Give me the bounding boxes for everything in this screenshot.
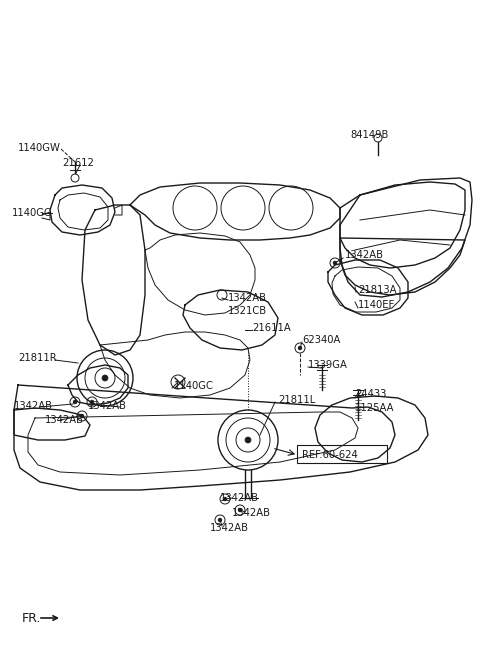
Circle shape <box>73 400 77 404</box>
Text: 1342AB: 1342AB <box>210 523 249 533</box>
Circle shape <box>71 174 79 182</box>
Circle shape <box>245 437 251 443</box>
Text: 1125AA: 1125AA <box>355 403 395 413</box>
Text: 1342AB: 1342AB <box>88 401 127 411</box>
Text: 1342AB: 1342AB <box>45 415 84 425</box>
Circle shape <box>333 261 337 265</box>
Circle shape <box>218 518 222 522</box>
Text: 1321CB: 1321CB <box>228 306 267 316</box>
Text: 21811L: 21811L <box>278 395 315 405</box>
Text: 24433: 24433 <box>355 389 386 399</box>
Text: 1140GC: 1140GC <box>174 381 214 391</box>
Circle shape <box>223 497 227 501</box>
Text: FR.: FR. <box>22 612 41 625</box>
Text: 1342AB: 1342AB <box>232 508 271 518</box>
Circle shape <box>238 508 242 512</box>
Text: REF.60-624: REF.60-624 <box>302 450 358 460</box>
Text: 1140EF: 1140EF <box>358 300 395 310</box>
Text: 1342AB: 1342AB <box>228 293 267 303</box>
Circle shape <box>298 346 302 350</box>
Text: 1342AB: 1342AB <box>220 493 259 503</box>
Text: 1339GA: 1339GA <box>308 360 348 370</box>
Text: 1342AB: 1342AB <box>14 401 53 411</box>
Circle shape <box>102 375 108 381</box>
Text: 1140GC: 1140GC <box>12 208 52 218</box>
Text: 84149B: 84149B <box>350 130 388 140</box>
Text: 21811R: 21811R <box>18 353 57 363</box>
Text: 21813A: 21813A <box>358 285 396 295</box>
Text: 1342AB: 1342AB <box>345 250 384 260</box>
Circle shape <box>80 414 84 418</box>
Text: 21611A: 21611A <box>252 323 291 333</box>
Text: 21612: 21612 <box>62 158 94 168</box>
Text: 1140GW: 1140GW <box>18 143 61 153</box>
Text: 62340A: 62340A <box>302 335 340 345</box>
Circle shape <box>90 400 94 404</box>
